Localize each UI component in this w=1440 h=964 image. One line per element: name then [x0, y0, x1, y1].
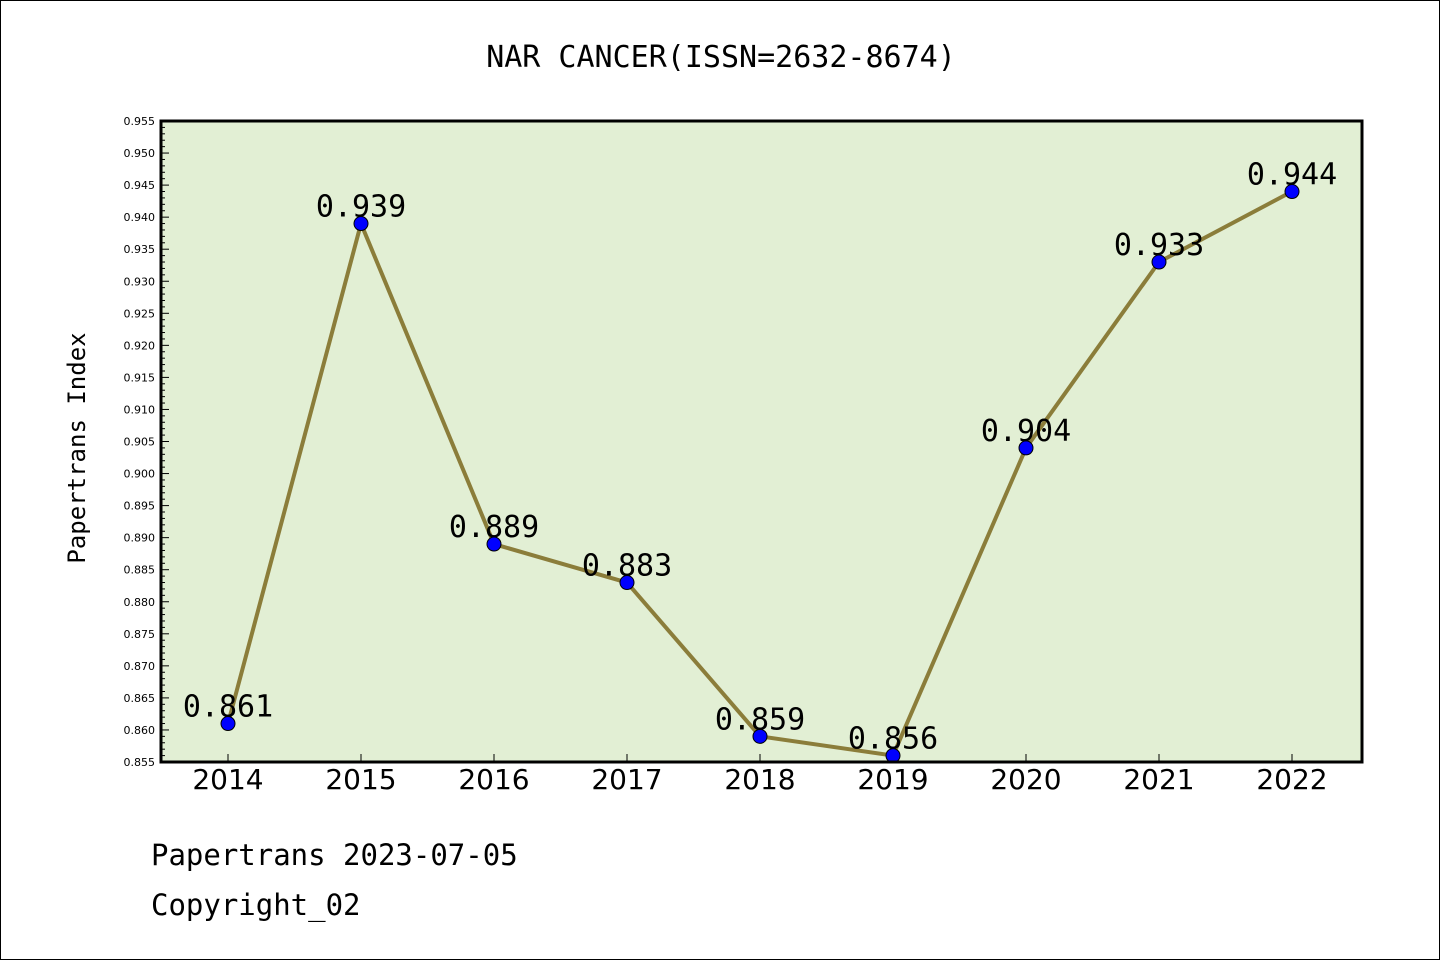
x-tick-label: 2014: [192, 763, 263, 796]
data-point: [752, 728, 768, 744]
y-tick-label: 0.915: [124, 371, 156, 384]
data-label: 0.939: [316, 190, 406, 225]
data-point: [619, 575, 635, 591]
y-axis-label: Papertrans Index: [63, 332, 91, 563]
y-tick-label: 0.945: [124, 179, 156, 192]
y-tick-label: 0.920: [124, 339, 156, 352]
x-tick-label: 2020: [990, 763, 1061, 796]
data-point: [1284, 184, 1300, 200]
footer-date: Papertrans 2023-07-05: [151, 838, 518, 872]
data-point: [353, 216, 369, 232]
y-tick-label: 0.885: [124, 564, 156, 577]
y-tick-label: 0.955: [124, 115, 156, 128]
y-tick-label: 0.930: [124, 275, 156, 288]
y-tick-label: 0.875: [124, 628, 156, 641]
x-tick-label: 2018: [724, 763, 795, 796]
data-point: [1151, 254, 1167, 270]
x-axis-ticks: 2014 2015 2016 2017 2018 2019 2020 2021 2022: [192, 754, 1328, 796]
data-point: [486, 536, 502, 552]
x-tick-label: 2019: [857, 763, 928, 796]
y-tick-label: 0.900: [124, 468, 156, 481]
y-tick-label: 0.910: [124, 403, 156, 416]
y-tick-label: 0.940: [124, 211, 156, 224]
data-point: [1018, 440, 1034, 456]
data-label: 0.904: [981, 414, 1071, 449]
data-label: 0.944: [1247, 158, 1337, 193]
data-label: 0.883: [582, 549, 672, 584]
y-tick-label: 0.905: [124, 436, 156, 449]
data-label: 0.856: [848, 722, 938, 757]
y-tick-label: 0.855: [124, 756, 156, 769]
y-tick-label: 0.950: [124, 147, 156, 160]
data-labels-group: 0.861 0.939 0.889 0.883 0.859 0.856 0.904 0.933…: [183, 158, 1337, 757]
data-point: [220, 716, 236, 732]
footer-copyright: Copyright_02: [151, 888, 361, 923]
x-tick-label: 2021: [1123, 763, 1194, 796]
data-label: 0.859: [715, 702, 805, 737]
y-tick-label: 0.860: [124, 724, 156, 737]
series-group: [220, 184, 1300, 764]
data-label: 0.861: [183, 690, 273, 725]
x-tick-label: 2016: [458, 763, 529, 796]
y-axis-ticks: 0.855 0.860 0.865 0.870 0.875 0.880 0.885 0.890…: [124, 115, 169, 769]
data-label: 0.889: [449, 510, 539, 545]
y-tick-label: 0.925: [124, 307, 156, 320]
y-tick-label: 0.935: [124, 243, 156, 256]
y-tick-label: 0.890: [124, 532, 156, 545]
y-tick-label: 0.870: [124, 660, 156, 673]
chart-title: NAR CANCER(ISSN=2632-8674): [486, 40, 956, 75]
y-tick-label: 0.880: [124, 596, 156, 609]
x-tick-label: 2017: [591, 763, 662, 796]
y-tick-label: 0.865: [124, 692, 156, 705]
data-label: 0.933: [1114, 228, 1204, 263]
x-tick-label: 2022: [1256, 763, 1327, 796]
plot-border: [159, 119, 1364, 764]
x-tick-label: 2015: [325, 763, 396, 796]
y-tick-label: 0.895: [124, 500, 156, 513]
